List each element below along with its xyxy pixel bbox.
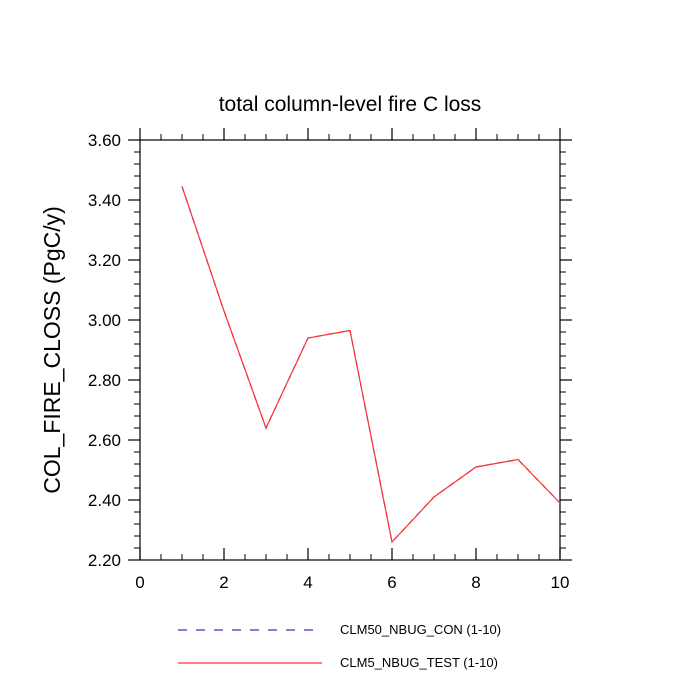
y-tick-label: 2.40 [88,491,121,510]
y-tick-label: 2.80 [88,371,121,390]
x-tick-label: 10 [551,573,570,592]
y-tick-label: 3.20 [88,251,121,270]
series-line-1 [181,186,561,544]
x-tick-label: 8 [471,573,480,592]
y-tick-labels: 2.20 2.40 2.60 2.80 3.00 3.20 3.40 3.60 [88,131,121,570]
series-line-2 [181,186,561,544]
y-tick-label: 3.00 [88,311,121,330]
x-tick-label: 2 [219,573,228,592]
y-tick-label: 2.60 [88,431,121,450]
legend-label-1: CLM50_NBUG_CON (1-10) [340,622,501,637]
y-axis-label: COL_FIRE_CLOSS (PgC/y) [39,206,65,494]
chart-title: total column-level fire C loss [219,93,482,116]
legend-label-2: CLM5_NBUG_TEST (1-10) [340,655,498,670]
series-lines [181,186,561,544]
x-tick-label: 4 [303,573,312,592]
y-tick-label: 3.60 [88,131,121,150]
x-tick-labels: 0 2 4 6 8 10 [135,573,569,592]
x-tick-label: 6 [387,573,396,592]
plot-frame [139,139,561,561]
y-tick-label: 2.20 [88,551,121,570]
axis-ticks [128,128,572,561]
legend: CLM50_NBUG_CON (1-10) CLM5_NBUG_TEST (1-1… [178,622,501,670]
x-tick-label: 0 [135,573,144,592]
y-tick-label: 3.40 [88,191,121,210]
